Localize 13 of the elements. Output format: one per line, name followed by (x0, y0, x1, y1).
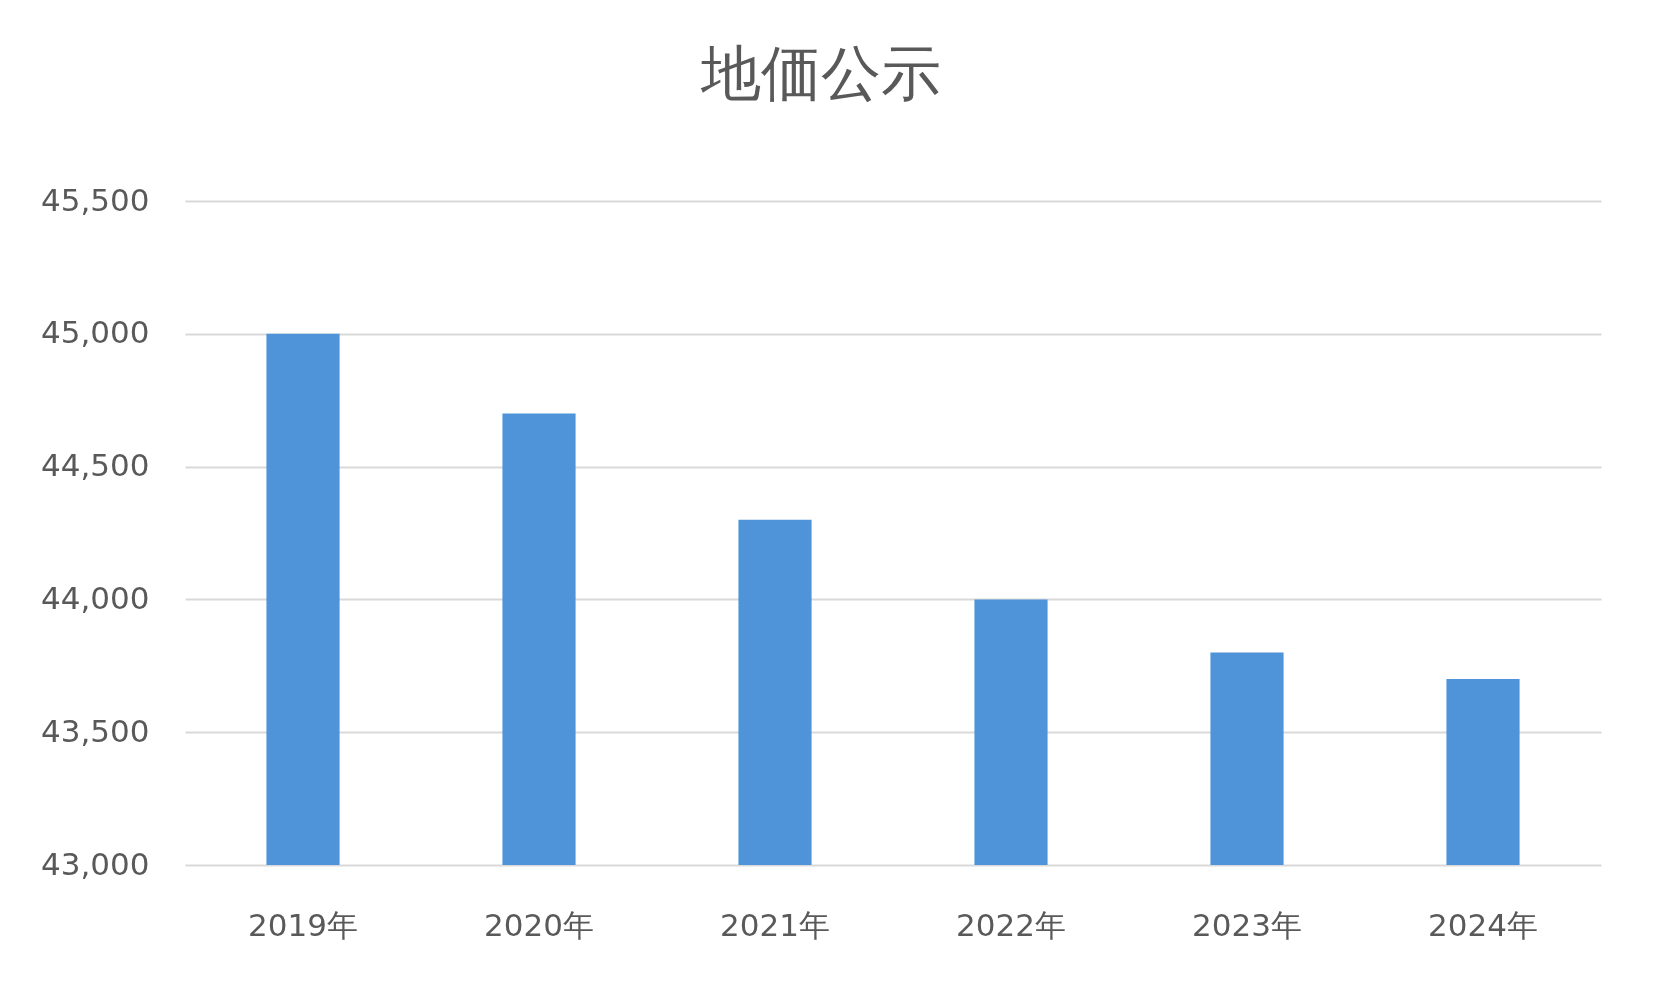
x-tick-label: 2023年 (1192, 906, 1302, 943)
y-tick-label: 43,000 (41, 845, 150, 882)
y-tick-label: 43,500 (41, 712, 150, 749)
x-tick-label: 2024年 (1428, 906, 1538, 943)
y-tick-label: 44,000 (41, 579, 150, 616)
x-tick-label: 2019年 (248, 906, 358, 943)
x-tick-label: 2022年 (956, 906, 1066, 943)
y-tick-label: 45,500 (41, 181, 150, 218)
chart-title: 地価公示 (699, 38, 941, 108)
x-tick-label: 2020年 (484, 906, 594, 943)
y-tick-label: 45,000 (41, 314, 150, 351)
y-tick-label: 44,500 (41, 447, 150, 484)
x-tick-label: 2021年 (720, 906, 830, 943)
